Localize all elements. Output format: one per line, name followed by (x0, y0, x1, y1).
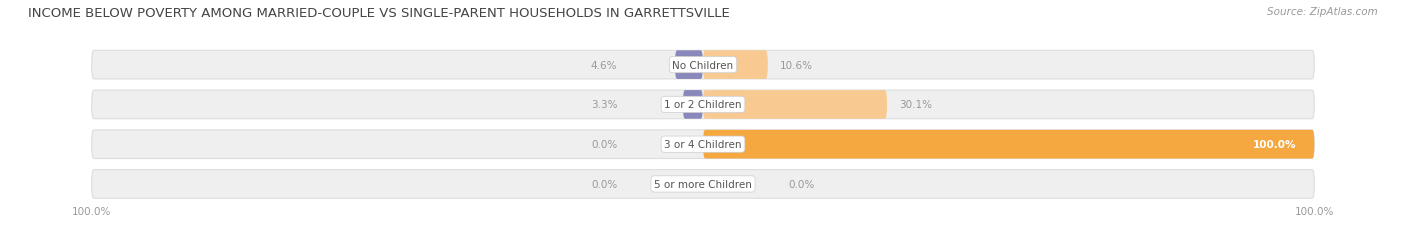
FancyBboxPatch shape (675, 51, 703, 80)
Text: 100.0%: 100.0% (1295, 206, 1334, 216)
Text: 3.3%: 3.3% (591, 100, 617, 110)
FancyBboxPatch shape (91, 130, 1315, 159)
FancyBboxPatch shape (703, 91, 887, 119)
FancyBboxPatch shape (91, 170, 1315, 198)
Text: INCOME BELOW POVERTY AMONG MARRIED-COUPLE VS SINGLE-PARENT HOUSEHOLDS IN GARRETT: INCOME BELOW POVERTY AMONG MARRIED-COUPL… (28, 7, 730, 20)
Text: 0.0%: 0.0% (591, 179, 617, 189)
FancyBboxPatch shape (703, 130, 1315, 159)
Text: 0.0%: 0.0% (789, 179, 815, 189)
Text: 100.0%: 100.0% (72, 206, 111, 216)
Text: 100.0%: 100.0% (1253, 140, 1296, 149)
Text: 3 or 4 Children: 3 or 4 Children (664, 140, 742, 149)
Text: Source: ZipAtlas.com: Source: ZipAtlas.com (1267, 7, 1378, 17)
Text: No Children: No Children (672, 60, 734, 70)
Text: 0.0%: 0.0% (591, 140, 617, 149)
FancyBboxPatch shape (91, 51, 1315, 80)
Text: 5 or more Children: 5 or more Children (654, 179, 752, 189)
FancyBboxPatch shape (91, 91, 1315, 119)
Text: 1 or 2 Children: 1 or 2 Children (664, 100, 742, 110)
Text: 4.6%: 4.6% (591, 60, 617, 70)
FancyBboxPatch shape (683, 91, 703, 119)
Text: 10.6%: 10.6% (780, 60, 813, 70)
FancyBboxPatch shape (703, 51, 768, 80)
Text: 30.1%: 30.1% (900, 100, 932, 110)
